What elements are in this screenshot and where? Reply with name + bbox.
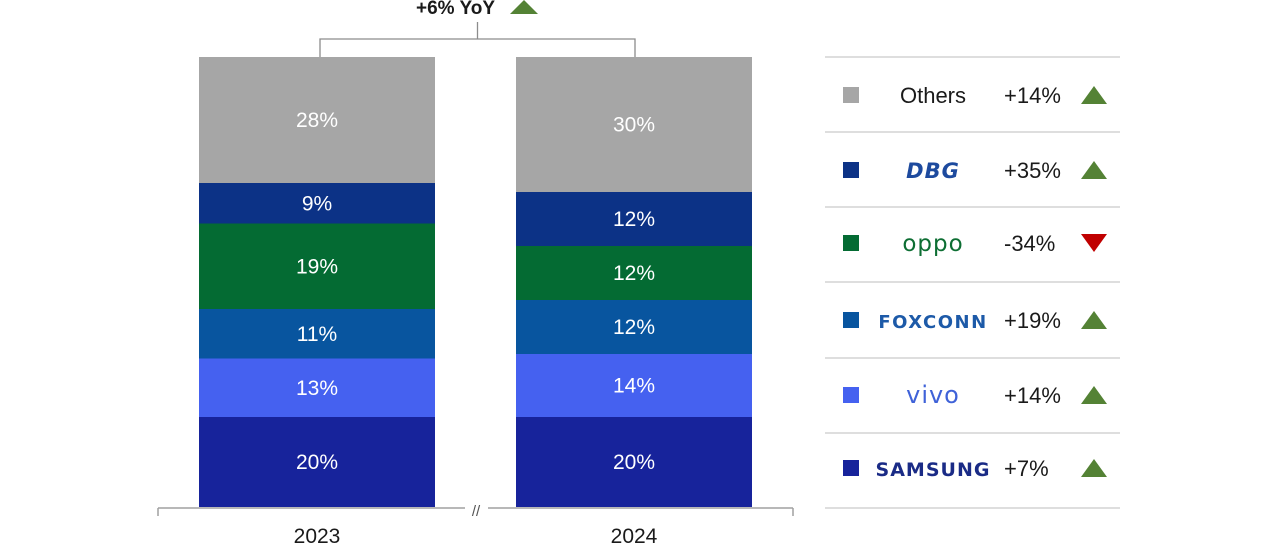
- legend-swatch-oppo: [843, 235, 859, 251]
- oppo-logo: oppo: [902, 231, 963, 257]
- data-label-2023-others: 28%: [296, 109, 338, 132]
- bar-2024-samsung: [516, 417, 752, 507]
- bar-2023-vivo: [199, 358, 435, 417]
- x-tick-label-2024: 2024: [611, 525, 658, 545]
- samsung-logo: SAMSUNG: [876, 459, 991, 481]
- legend-change-foxconn: +19%: [1004, 308, 1061, 333]
- legend: Others +14% DBG +35% oppo -34% FOXCONN +19% vivo…: [825, 56, 1120, 509]
- up-triangle-icon: [1081, 311, 1107, 329]
- data-label-2023-foxconn: 11%: [297, 323, 337, 346]
- yoy-annotation: +6% YoY: [416, 0, 495, 19]
- up-triangle-icon: [1081, 459, 1107, 477]
- bar-2023-foxconn: [199, 309, 435, 359]
- legend-swatch-dbg: [843, 162, 859, 178]
- bar-2024-others: [516, 57, 752, 192]
- bar-2024-dbg: [516, 192, 752, 246]
- data-label-2024-samsung: 20%: [613, 451, 655, 474]
- vivo-logo: vivo: [906, 381, 960, 409]
- legend-change-vivo: +14%: [1004, 383, 1061, 408]
- yoy-up-triangle-icon: [510, 0, 538, 14]
- yoy-bracket: +6% YoY: [319, 0, 636, 57]
- bar-2024-oppo: [516, 246, 752, 300]
- legend-swatch-vivo: [843, 387, 859, 403]
- data-label-2024-foxconn: 12%: [613, 316, 655, 339]
- up-triangle-icon: [1081, 161, 1107, 179]
- legend-change-others: +14%: [1004, 83, 1061, 108]
- data-label-2024-oppo: 12%: [613, 262, 655, 285]
- dbg-logo: DBG: [906, 159, 960, 183]
- bar-2023-dbg: [199, 183, 435, 224]
- bar-2023-others: [199, 57, 435, 183]
- data-label-2023-dbg: 9%: [302, 192, 332, 215]
- bar-2024-foxconn: [516, 300, 752, 354]
- bar-2023-samsung: [199, 417, 435, 507]
- legend-swatch-samsung: [843, 460, 859, 476]
- foxconn-logo: FOXCONN: [878, 312, 987, 333]
- bar-2023-oppo: [199, 223, 435, 309]
- legend-label-others: Others: [900, 83, 966, 108]
- up-triangle-icon: [1081, 386, 1107, 404]
- data-label-2023-vivo: 13%: [296, 377, 338, 400]
- bars-group: 20% 13% 11% 19% 9% 28% 20% 14% 12% 12% 12% 30%: [199, 57, 752, 507]
- legend-change-dbg: +35%: [1004, 158, 1061, 183]
- yoy-bracket-line: [319, 38, 636, 57]
- legend-change-oppo: -34%: [1004, 231, 1055, 256]
- axis-break-mark: //: [472, 503, 481, 520]
- legend-swatch-others: [843, 87, 859, 103]
- data-label-2023-samsung: 20%: [296, 451, 338, 474]
- bar-2024-vivo: [516, 354, 752, 417]
- up-triangle-icon: [1081, 86, 1107, 104]
- legend-swatch-foxconn: [843, 312, 859, 328]
- data-label-2023-oppo: 19%: [296, 255, 338, 278]
- data-label-2024-dbg: 12%: [613, 208, 655, 231]
- down-triangle-icon: [1081, 234, 1107, 252]
- x-axis: // 2023 2024: [157, 503, 794, 545]
- legend-change-samsung: +7%: [1004, 456, 1049, 481]
- x-tick-label-2023: 2023: [294, 525, 341, 545]
- data-label-2024-others: 30%: [613, 114, 655, 137]
- data-label-2024-vivo: 14%: [613, 375, 655, 398]
